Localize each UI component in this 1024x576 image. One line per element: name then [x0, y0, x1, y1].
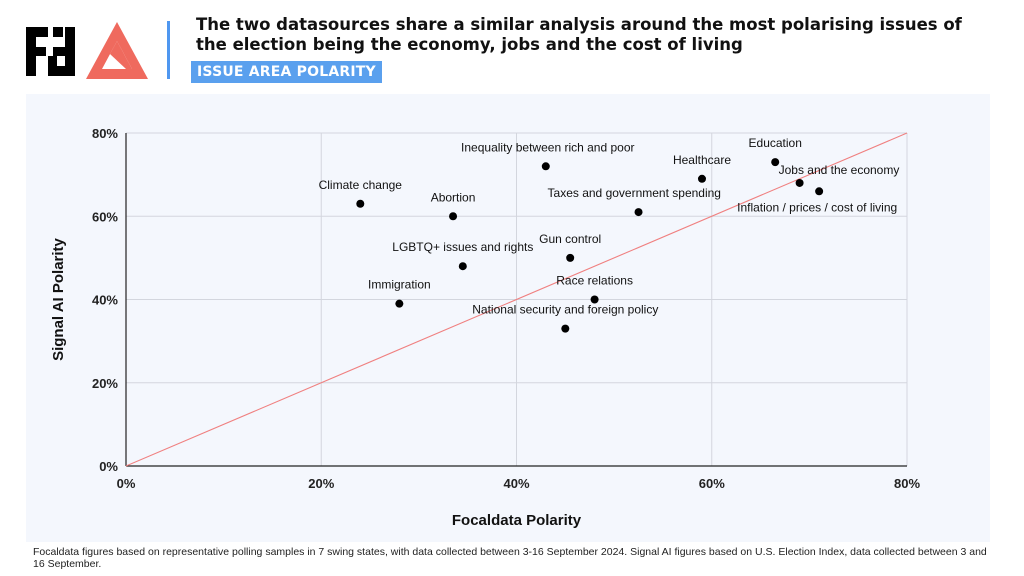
data-point — [395, 299, 404, 308]
point-label: LGBTQ+ issues and rights — [392, 240, 533, 254]
y-tick-label: 20% — [92, 376, 118, 391]
y-axis-title: Signal AI Polarity — [50, 237, 67, 360]
point-label: Immigration — [368, 278, 431, 292]
focaldata-logo-icon — [26, 27, 75, 76]
point-label: Education — [749, 136, 802, 150]
data-point — [795, 178, 804, 187]
data-point — [541, 162, 550, 171]
y-tick-label: 80% — [92, 126, 118, 141]
point-label: Abortion — [431, 190, 476, 204]
reference-line — [125, 132, 908, 467]
point-label: Inflation / prices / cost of living — [737, 200, 897, 214]
data-point — [566, 253, 575, 262]
data-point — [697, 174, 706, 183]
header-divider — [167, 21, 170, 79]
point-label: National security and foreign policy — [472, 303, 658, 317]
x-axis-title: Focaldata Polarity — [452, 512, 582, 529]
point-label: Jobs and the economy — [779, 163, 900, 177]
data-point — [771, 158, 780, 167]
point-label: Climate change — [319, 178, 403, 192]
data-point — [561, 324, 570, 333]
point-label: Gun control — [539, 232, 601, 246]
x-tick-label: 20% — [308, 476, 334, 491]
chart-panel — [26, 94, 990, 542]
data-point — [815, 187, 824, 196]
data-point — [634, 208, 643, 217]
y-tick-label: 60% — [92, 209, 118, 224]
data-point — [356, 199, 365, 208]
point-label: Race relations — [556, 274, 633, 288]
point-label: Healthcare — [673, 153, 731, 167]
x-tick-label: 80% — [894, 476, 920, 491]
point-label: Taxes and government spending — [548, 186, 721, 200]
x-tick-label: 0% — [117, 476, 136, 491]
y-tick-label: 40% — [92, 293, 118, 308]
section-tag: ISSUE AREA POLARITY — [191, 61, 382, 83]
x-tick-label: 40% — [503, 476, 529, 491]
signal-ai-logo-icon — [86, 22, 148, 79]
headline: The two datasources share a similar anal… — [196, 15, 962, 54]
data-point — [458, 262, 467, 271]
point-label: Inequality between rich and poor — [461, 140, 634, 154]
data-point — [590, 295, 599, 304]
footnote: Focaldata figures based on representativ… — [33, 546, 987, 570]
x-tick-label: 60% — [699, 476, 725, 491]
y-tick-label: 0% — [99, 459, 118, 474]
data-point — [449, 212, 458, 221]
